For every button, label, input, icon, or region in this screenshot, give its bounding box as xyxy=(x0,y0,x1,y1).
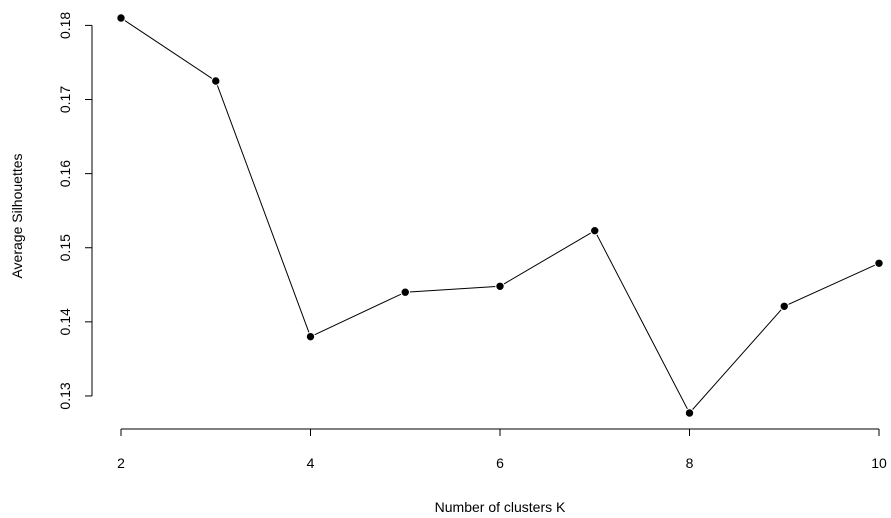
data-point xyxy=(211,76,221,86)
x-tick-label: 2 xyxy=(117,455,125,471)
series-points-group xyxy=(116,13,884,418)
x-tick-label: 4 xyxy=(307,455,315,471)
x-axis: 2 4 6 8 10 xyxy=(117,428,887,471)
data-point xyxy=(400,287,410,297)
series-line xyxy=(120,17,880,414)
y-tick-label: 0.15 xyxy=(57,234,73,261)
data-point xyxy=(779,301,789,311)
data-point xyxy=(590,225,600,236)
y-tick-label: 0.14 xyxy=(57,308,73,335)
data-point xyxy=(684,408,695,418)
x-tick-label: 6 xyxy=(496,455,504,471)
y-axis: 0.13 0.14 0.15 0.16 0.17 0.18 xyxy=(57,12,93,410)
y-tick-label: 0.13 xyxy=(57,382,73,409)
data-point xyxy=(116,13,126,23)
x-tick-label: 8 xyxy=(686,455,694,471)
x-tick-label: 10 xyxy=(871,455,887,471)
y-tick-label: 0.18 xyxy=(57,12,73,39)
y-axis-title: Average Silhouettes xyxy=(9,153,25,278)
data-point xyxy=(874,258,884,268)
data-point xyxy=(305,331,316,342)
x-axis-title: Number of clusters K xyxy=(435,499,566,515)
data-point xyxy=(495,281,505,291)
y-tick-label: 0.17 xyxy=(57,86,73,113)
y-tick-label: 0.16 xyxy=(57,160,73,187)
series-line-group xyxy=(120,17,880,414)
